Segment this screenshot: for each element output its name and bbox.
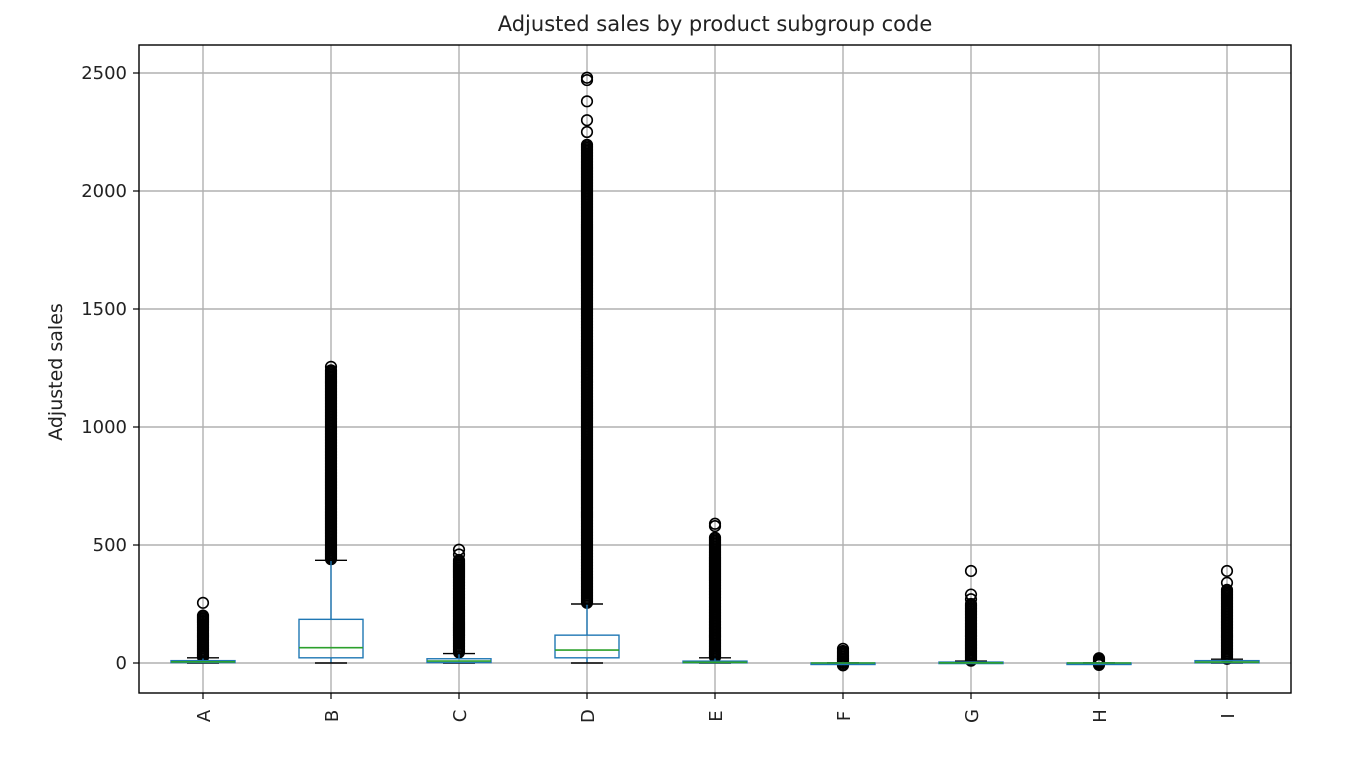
- box-b: [298, 360, 364, 664]
- box-i: [1194, 564, 1260, 665]
- flier-point: [1220, 583, 1234, 596]
- plot-frame: [138, 44, 1292, 694]
- flier-point: [580, 138, 594, 151]
- flier-point: [708, 531, 722, 544]
- box-h: [1066, 652, 1132, 671]
- flier-point: [964, 593, 978, 606]
- y-tick-label: 2000: [81, 181, 127, 202]
- flier-point: [580, 95, 594, 108]
- x-tick-label: E: [706, 710, 727, 721]
- flier-point: [1220, 576, 1234, 589]
- y-tick-label: 1500: [81, 299, 127, 320]
- y-tick-label: 2500: [81, 63, 127, 84]
- iqr-box: [554, 634, 620, 659]
- flier-point: [196, 596, 210, 609]
- y-tick-label: 0: [116, 653, 127, 674]
- x-tick-label: D: [578, 709, 599, 723]
- flier-point: [452, 548, 466, 561]
- box-e: [682, 517, 748, 664]
- grid-lines: [139, 45, 1291, 693]
- flier-point: [708, 517, 722, 530]
- box-series: [170, 71, 1260, 672]
- x-tick-label: H: [1090, 709, 1111, 723]
- box-d: [554, 71, 620, 664]
- x-tick-label: G: [962, 709, 983, 723]
- flier-point: [964, 588, 978, 601]
- box-f: [810, 642, 876, 672]
- flier-point: [580, 114, 594, 127]
- x-tick-label: F: [834, 711, 855, 721]
- iqr-box: [298, 618, 364, 659]
- x-tick-label: A: [194, 709, 215, 722]
- flier-point: [580, 125, 594, 139]
- flier-point: [964, 564, 978, 578]
- flier-point: [452, 543, 466, 556]
- y-tick-label: 500: [93, 535, 127, 556]
- y-tick-label: 1000: [81, 417, 127, 438]
- x-tick-label: B: [322, 710, 343, 722]
- box-a: [170, 596, 236, 664]
- y-axis-label: Adjusted sales: [45, 303, 67, 441]
- flier-point: [580, 71, 594, 84]
- flier-point: [324, 360, 338, 373]
- flier-point: [196, 609, 210, 622]
- flier-point: [324, 364, 338, 377]
- flier-point: [964, 597, 978, 611]
- flier-point: [1220, 564, 1234, 578]
- box-c: [426, 543, 492, 664]
- axis-ticks: 0 500 1000 1500 2000 2500 A B C D E F G H I: [81, 63, 1239, 723]
- x-tick-label: I: [1218, 713, 1239, 718]
- chart-title: Adjusted sales by product subgroup code: [498, 12, 933, 36]
- flier-point: [836, 642, 850, 655]
- x-tick-label: C: [450, 710, 471, 723]
- box-g: [938, 564, 1004, 667]
